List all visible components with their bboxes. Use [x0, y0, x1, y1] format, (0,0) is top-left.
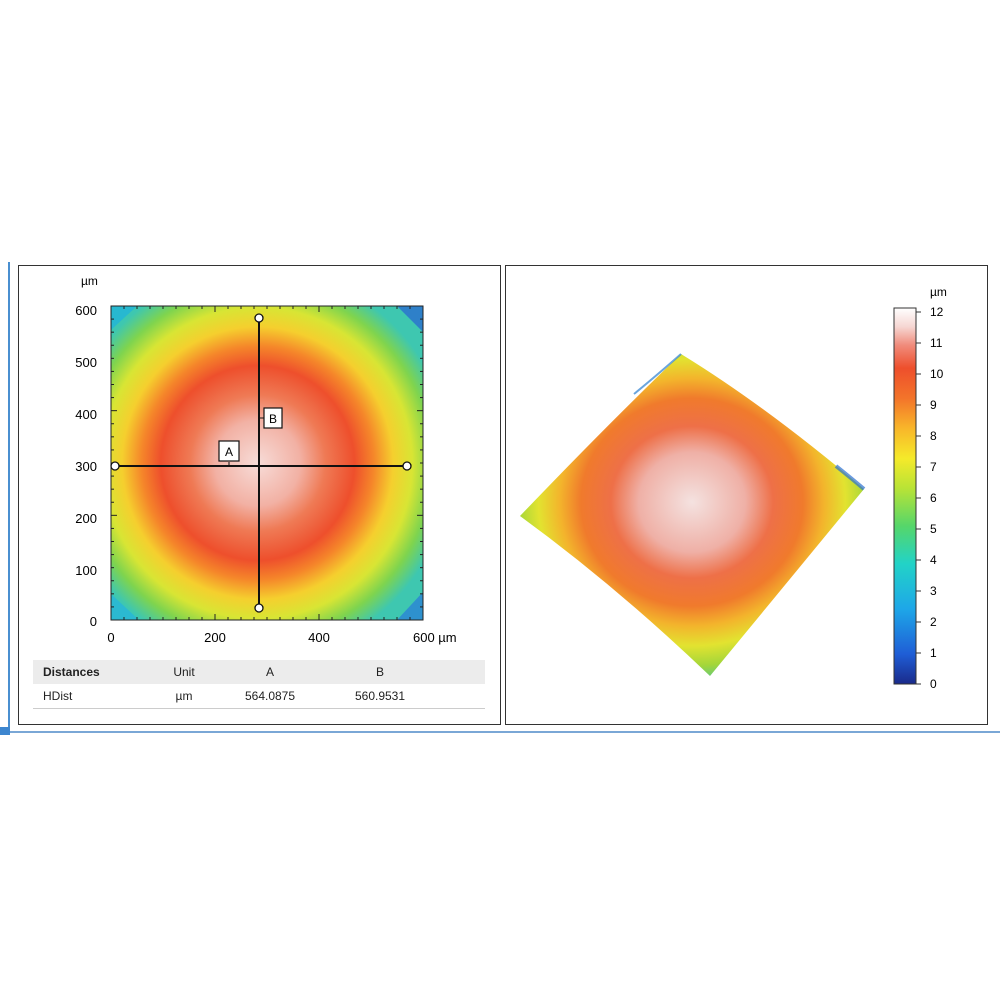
- bottom-rule: [0, 731, 1000, 733]
- y-tick-label: 200: [75, 511, 97, 526]
- x-tick-label: 200: [204, 630, 226, 645]
- colorbar-tick-label: 4: [930, 553, 937, 567]
- y-tick-label: 300: [75, 459, 97, 474]
- colorbar-tick-label: 10: [930, 367, 944, 381]
- colorbar-tick-label: 2: [930, 615, 937, 629]
- colorbar-tick-label: 9: [930, 398, 937, 412]
- y-axis-unit: µm: [81, 274, 98, 288]
- table-header-cell: Distances: [43, 665, 100, 679]
- table-header-cell: B: [375, 665, 384, 679]
- 3d-view-panel: µm 12 11 10 9 8 7 6 5 4 3 2 1 0: [505, 265, 988, 725]
- colorbar-tick-label: 12: [930, 305, 944, 319]
- colorbar-unit: µm: [930, 285, 947, 299]
- line-a-handle-end[interactable]: [402, 461, 412, 471]
- y-tick-label: 600: [75, 303, 97, 318]
- table-row: HDist µm 564.0875 560.9531: [33, 684, 485, 709]
- line-b-handle-end[interactable]: [254, 603, 264, 613]
- table-cell: 564.0875: [244, 689, 296, 703]
- colorbar-tick-label: 1: [930, 646, 937, 660]
- colorbar-tick-label: 5: [930, 522, 937, 536]
- height-map-svg: µm 600 500 400 300 200 100 0 0 200 400 6…: [75, 274, 457, 645]
- x-axis-minor-ticks: [110, 306, 424, 620]
- left-rule: [8, 262, 10, 732]
- distances-table: Distances Unit A B HDist µm 564.0875 560…: [33, 660, 485, 709]
- y-tick-label: 100: [75, 563, 97, 578]
- y-tick-label: 0: [90, 614, 97, 629]
- colorbar-tick-label: 0: [930, 677, 937, 691]
- y-axis-minor-ticks: [111, 305, 423, 621]
- rule-marker: [0, 727, 10, 735]
- colorbar-tick-label: 11: [930, 336, 943, 350]
- colorbar-tick-label: 3: [930, 584, 937, 598]
- map-corner-shade: [111, 306, 137, 330]
- 3d-surface[interactable]: [520, 354, 864, 676]
- x-tick-label: 0: [107, 630, 114, 645]
- table-cell: 560.9531: [354, 689, 406, 703]
- y-tick-label: 500: [75, 355, 97, 370]
- line-a-handle-start[interactable]: [110, 461, 120, 471]
- x-tick-label: 600 µm: [413, 630, 457, 645]
- table-header-row: Distances Unit A B: [33, 660, 485, 684]
- table-header-cell: A: [265, 665, 274, 679]
- colorbar-tick-label: 8: [930, 429, 937, 443]
- table-cell: µm: [175, 689, 193, 703]
- height-map-panel: µm 600 500 400 300 200 100 0 0 200 400 6…: [18, 265, 501, 725]
- line-b-handle-start[interactable]: [254, 313, 264, 323]
- line-b-label: B: [269, 412, 277, 426]
- height-map-image: [111, 306, 423, 620]
- colorbar-tick-label: 6: [930, 491, 937, 505]
- map-corner-shade: [397, 306, 423, 332]
- map-corner-shade: [111, 594, 139, 620]
- line-a-label: A: [225, 445, 233, 459]
- table-cell: HDist: [43, 689, 73, 703]
- map-corner-shade: [397, 592, 423, 620]
- y-tick-label: 400: [75, 407, 97, 422]
- colorbar: [893, 307, 917, 685]
- line-b-label-box: [263, 407, 283, 429]
- x-tick-label: 400: [308, 630, 330, 645]
- table-header-cell: Unit: [173, 665, 195, 679]
- line-a-label-box: [218, 440, 240, 462]
- colorbar-tick-label: 7: [930, 460, 937, 474]
